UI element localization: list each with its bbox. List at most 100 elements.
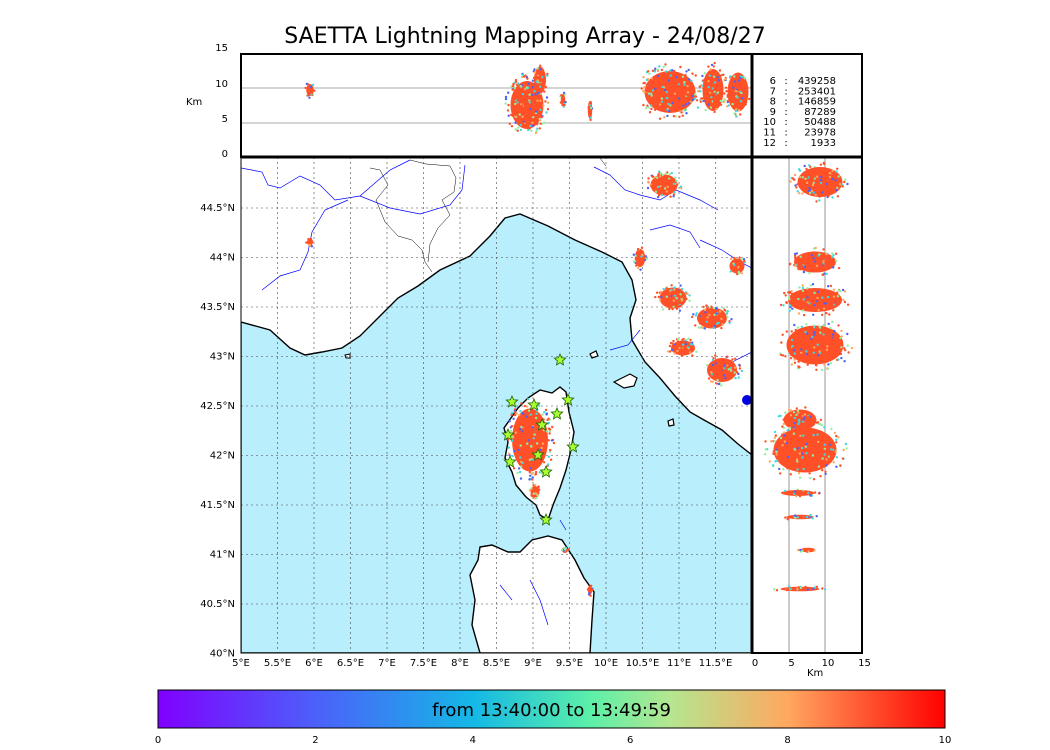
side-storm-2 xyxy=(788,246,841,277)
lma-stations xyxy=(501,352,580,526)
station-count-stations: 11 xyxy=(763,128,776,139)
storm-sardinia xyxy=(560,546,570,553)
side-storm-8 xyxy=(784,513,818,521)
colorbar-label: from 13:40:00 to 13:49:59 xyxy=(432,700,671,721)
alt-storm-mainland-3 xyxy=(723,72,753,118)
alt-storm-mainland-1 xyxy=(640,63,703,120)
station-count-table: 6:4392587:2534018:1468599:8728910:504881… xyxy=(763,76,836,149)
latitude-label: 44.5°N xyxy=(200,203,235,214)
latitude-label: 41°N xyxy=(210,550,235,561)
station-star-icon xyxy=(539,464,553,478)
map-panel xyxy=(240,156,753,654)
station-marker xyxy=(742,395,752,405)
side-storm-9 xyxy=(797,547,816,553)
side-storm-10 xyxy=(773,585,827,592)
station-count-value: 87289 xyxy=(804,107,836,118)
longitude-labels: 5°E 5.5°E 6°E 6.5°E 7°E 7.5°E 8°E 8.5°E 9°E 9.5°E… xyxy=(232,658,732,669)
station-star-icon xyxy=(566,439,580,453)
storm-east xyxy=(729,256,746,276)
side-tick: 0 xyxy=(752,658,758,669)
colorbar-tick: 2 xyxy=(312,735,318,746)
elba-island xyxy=(612,373,638,389)
side-tick: 10 xyxy=(822,658,835,669)
station-star-icon xyxy=(550,406,564,420)
alt-storm-alps xyxy=(304,82,316,99)
alt-storm-mainland-2 xyxy=(698,61,728,114)
station-count-stations: 6 xyxy=(770,76,776,87)
lightning-sources xyxy=(305,170,746,597)
latitude-label: 43°N xyxy=(210,352,235,363)
colorbar: 0 2 4 6 8 10 xyxy=(155,689,952,746)
altitude-axis-ticks: 15 10 5 0 xyxy=(215,43,228,160)
longitude-label: 6°E xyxy=(305,658,323,669)
figure-title: SAETTA Lightning Mapping Array - 24/08/2… xyxy=(284,24,766,49)
side-sources xyxy=(763,161,854,592)
storm-tuscany-3 xyxy=(667,337,698,357)
small-island xyxy=(344,353,351,359)
side-unit-label: Km xyxy=(807,668,823,679)
station-count-sep: : xyxy=(784,117,787,128)
storm-alps xyxy=(305,237,314,248)
station-count-stations: 10 xyxy=(763,117,776,128)
side-tick: 15 xyxy=(858,658,871,669)
alt-storm-small-1 xyxy=(559,91,567,109)
station-count-sep: : xyxy=(784,76,787,87)
station-count-value: 146859 xyxy=(798,97,836,108)
side-storm-4 xyxy=(779,320,854,372)
side-storm-1 xyxy=(789,161,849,203)
longitude-label: 7.5°E xyxy=(410,658,437,669)
station-star-icon xyxy=(553,352,567,366)
side-storm-3 xyxy=(779,283,850,317)
alt-storm-corsica xyxy=(504,72,550,135)
longitude-label: 11.5°E xyxy=(699,658,733,669)
colorbar-tick: 10 xyxy=(939,735,952,746)
altitude-tick: 5 xyxy=(222,114,228,125)
colorbar-tick: 6 xyxy=(627,735,633,746)
storm-tuscany-2 xyxy=(690,304,733,330)
station-count-sep: : xyxy=(784,138,787,149)
side-tick: 5 xyxy=(788,658,794,669)
station-count-sep: : xyxy=(784,107,787,118)
station-star-icon xyxy=(505,394,519,408)
longitude-label: 11°E xyxy=(667,658,691,669)
alt-storm-small-2 xyxy=(587,101,594,122)
colorbar-gradient xyxy=(157,689,946,729)
station-count-sep: : xyxy=(784,86,787,97)
station-count-stations: 7 xyxy=(770,86,776,97)
side-altitude-panel xyxy=(751,156,863,654)
station-count-value: 253401 xyxy=(798,86,836,97)
longitude-label: 5.5°E xyxy=(264,658,291,669)
longitude-label: 8°E xyxy=(451,658,469,669)
storm-corsica-south xyxy=(528,483,541,500)
storm-lazio xyxy=(706,354,743,387)
longitude-label: 9°E xyxy=(524,658,542,669)
altitude-tick: 0 xyxy=(222,149,228,160)
colorbar-tick: 0 xyxy=(155,735,161,746)
latitude-label: 41.5°N xyxy=(200,500,235,511)
station-count-box xyxy=(751,53,863,158)
station-count-value: 23978 xyxy=(804,128,836,139)
station-star-icon xyxy=(531,447,545,461)
station-star-icon xyxy=(539,512,553,526)
longitude-label: 9.5°E xyxy=(556,658,583,669)
storm-north xyxy=(646,170,683,199)
station-star-icon xyxy=(561,392,575,406)
latitude-label: 40.5°N xyxy=(200,599,235,610)
longitude-label: 10.5°E xyxy=(626,658,660,669)
small-island xyxy=(667,418,675,427)
altitude-sources xyxy=(304,61,753,135)
station-count-stations: 9 xyxy=(770,107,776,118)
station-star-icon xyxy=(501,427,515,441)
station-count-value: 439258 xyxy=(798,76,836,87)
storm-sardinia-east xyxy=(586,584,594,597)
storm-ligurian xyxy=(632,246,648,271)
station-star-icon xyxy=(535,417,549,431)
station-count-stations: 12 xyxy=(763,138,776,149)
map-gridlines xyxy=(241,157,752,653)
altitude-tick: 10 xyxy=(215,79,228,90)
longitude-label: 10°E xyxy=(594,658,618,669)
altitude-unit-label: Km xyxy=(186,97,202,108)
station-count-sep: : xyxy=(784,128,787,139)
station-count-value: 50488 xyxy=(804,117,836,128)
